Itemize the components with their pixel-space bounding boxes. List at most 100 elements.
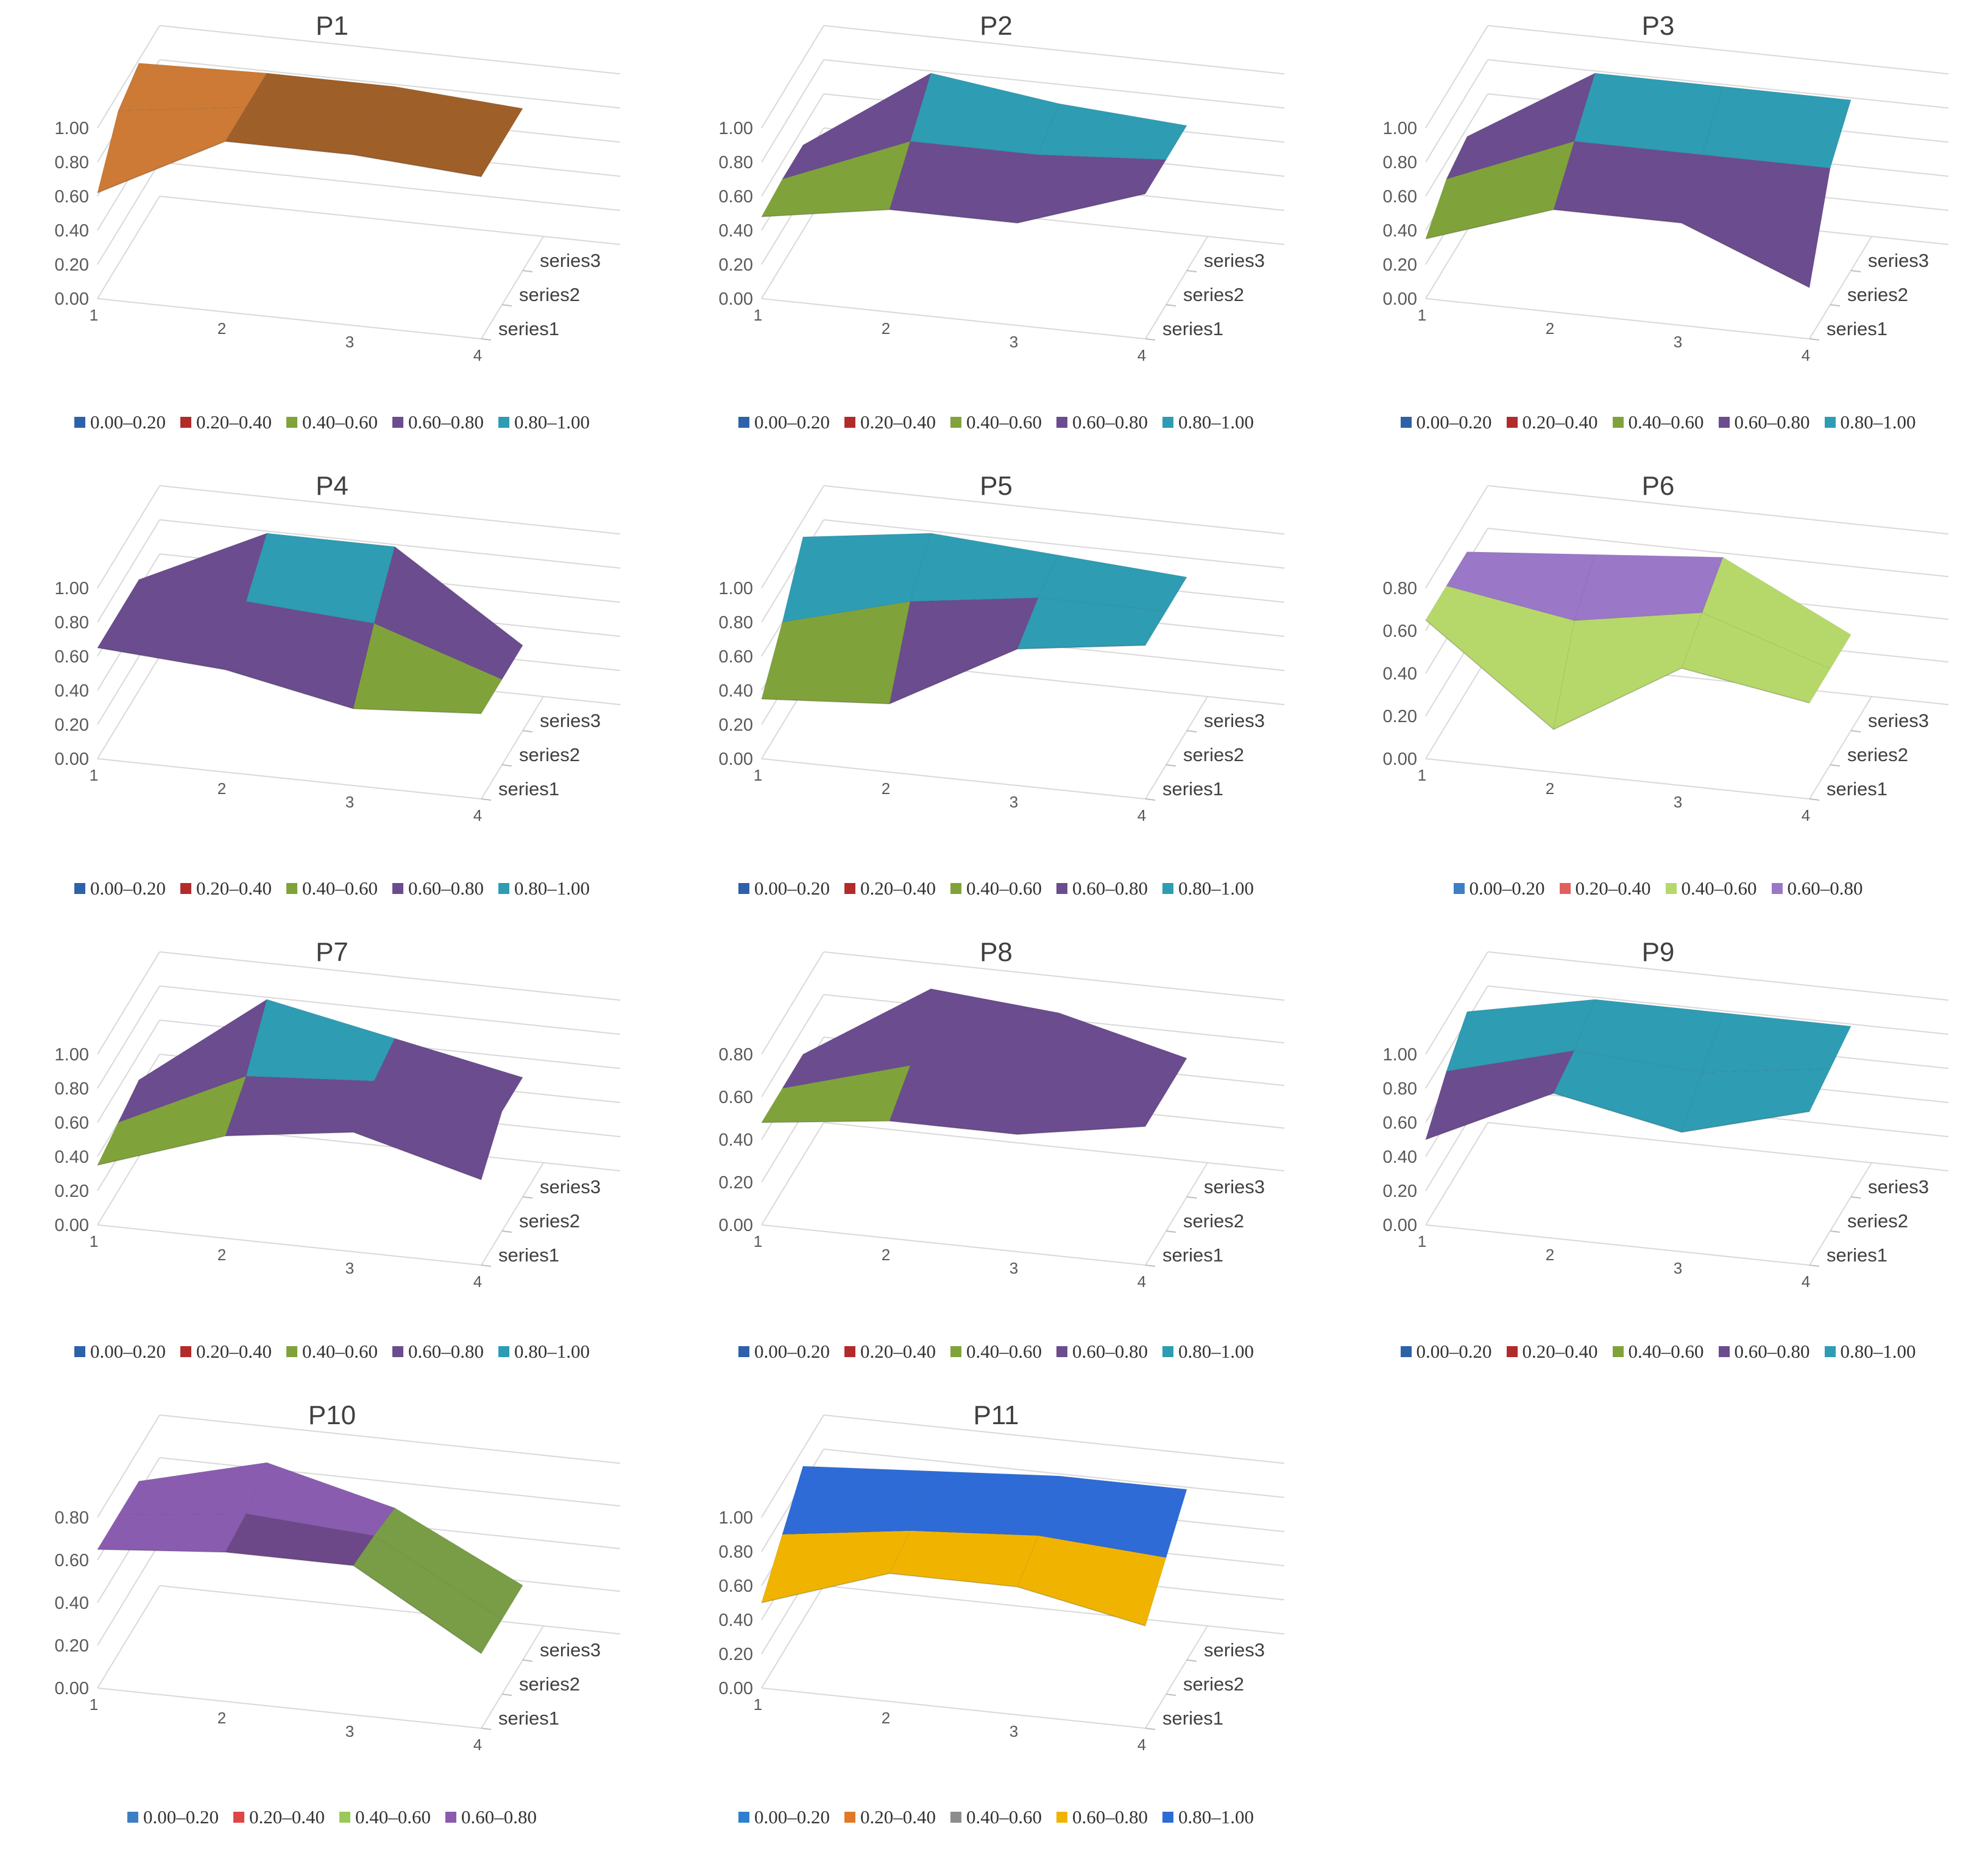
legend-item: 0.60–0.80: [1056, 1341, 1148, 1363]
depth-tick: [1145, 798, 1156, 801]
legend-item: 0.60–0.80: [1056, 878, 1148, 899]
chart-title: P6: [1641, 471, 1675, 501]
z-tick-label: 1.00: [55, 1045, 89, 1065]
gridline: [1425, 93, 1488, 197]
legend-label: 0.80–1.00: [1178, 411, 1254, 433]
legend-swatch: [339, 1812, 350, 1823]
surface-edge: [761, 1120, 890, 1123]
z-tick-label: 0.40: [55, 1594, 89, 1613]
legend-item: 0.40–0.60: [950, 411, 1042, 433]
surface-edge: [1017, 1126, 1146, 1135]
gridline: [823, 1449, 1285, 1499]
z-tick-label: 0.00: [719, 1216, 753, 1235]
x-tick-label: 2: [218, 1246, 226, 1264]
legend-label: 0.60–0.80: [1072, 878, 1148, 899]
legend: 0.00–0.20 0.20–0.40 0.40–0.60 0.60–0.80 0.80…: [1328, 411, 1988, 433]
surface-edge: [353, 708, 482, 714]
chart-title: P9: [1641, 937, 1675, 967]
z-tick-label: 1.00: [719, 579, 753, 598]
legend-label: 0.80–1.00: [1178, 1806, 1254, 1828]
z-tick-label: 0.20: [1383, 255, 1417, 275]
gridline: [1487, 985, 1949, 1035]
surface-edge: [1681, 222, 1810, 288]
z-tick-label: 0.20: [55, 255, 89, 275]
surface-facet: [353, 1535, 503, 1655]
surface-edge: [1017, 645, 1146, 650]
legend-label: 0.80–1.00: [1178, 878, 1254, 899]
legend-item: 0.40–0.60: [339, 1806, 431, 1828]
gridline: [823, 519, 1285, 569]
gridline: [1425, 1122, 1488, 1225]
chart-panel-p7: P7 0.00 0.20 0.40 0.60 0.80 1.00 1 2 3 4 series1 ser…: [0, 926, 664, 1389]
legend-swatch: [1453, 883, 1465, 894]
z-tick-label: 0.60: [1383, 622, 1417, 641]
legend-item: 0.20–0.40: [180, 1341, 272, 1363]
gridline: [159, 985, 621, 1035]
chart-title: P5: [980, 471, 1013, 501]
legend-label: 0.40–0.60: [966, 1341, 1042, 1362]
legend-label: 0.00–0.20: [90, 878, 166, 899]
depth-tick: [1186, 1196, 1197, 1199]
surface: [761, 988, 1187, 1135]
x-tick-label: 3: [1674, 1259, 1682, 1277]
x-tick-label: 2: [218, 1709, 226, 1727]
legend-swatch: [738, 883, 749, 894]
legend-item: 0.00–0.20: [74, 878, 166, 899]
x-tick-label: 4: [1802, 1272, 1810, 1291]
gridline: [1487, 25, 1949, 75]
z-tick-label: 0.60: [55, 647, 89, 667]
surface-edge: [761, 1573, 890, 1603]
gridline: [761, 1414, 824, 1518]
series-label: series3: [1204, 1639, 1265, 1661]
surface-edge: [1425, 619, 1554, 730]
surface: [1425, 73, 1852, 288]
z-tick-label: 0.60: [1383, 1113, 1417, 1133]
legend-label: 0.20–0.40: [1522, 1341, 1598, 1362]
legend-item: 0.00–0.20: [74, 411, 166, 433]
legend-swatch: [74, 1346, 85, 1357]
gridline: [159, 59, 621, 109]
surface-edge: [1553, 667, 1682, 730]
x-tick-label: 1: [90, 766, 98, 784]
legend-label: 0.80–1.00: [1178, 1341, 1254, 1362]
chart-panel-p1: P1 0.00 0.20 0.40 0.60 0.80 1.00 1 2 3 4 series1 ser…: [0, 0, 664, 460]
series-label: series3: [1868, 1176, 1929, 1197]
gridline: [159, 485, 621, 535]
depth-tick: [1850, 270, 1861, 272]
gridline: [97, 1414, 160, 1518]
chart-title: P10: [308, 1400, 356, 1430]
series-label: series1: [1162, 778, 1223, 800]
surface-plot: 0.00 0.20 0.40 0.60 0.80 1.00 1 2 3 4 series1 serie…: [719, 485, 1285, 825]
legend-item: 0.00–0.20: [127, 1806, 219, 1828]
surface-facet: [1574, 554, 1724, 622]
legend-swatch: [1056, 417, 1067, 428]
series-label: series3: [540, 1176, 601, 1197]
legend-label: 0.80–1.00: [514, 878, 590, 899]
legend: 0.00–0.20 0.20–0.40 0.40–0.60 0.60–0.80 0.80…: [1328, 1341, 1988, 1363]
gridline: [97, 25, 160, 129]
depth-tick: [501, 764, 512, 767]
legend-label: 0.20–0.40: [860, 1341, 936, 1362]
surface-facet: [373, 1507, 523, 1620]
legend-swatch: [1559, 883, 1571, 894]
x-tick-label: 4: [473, 1272, 482, 1291]
z-tick-label: 0.60: [55, 1113, 89, 1133]
surface-facet: [1017, 1057, 1167, 1135]
surface-plot: 0.00 0.20 0.40 0.60 0.80 1.00 1 2 3 4 series1 serie…: [55, 25, 621, 364]
series-label: series2: [519, 284, 580, 305]
legend-item: 0.80–1.00: [1162, 878, 1254, 899]
gridline: [97, 161, 160, 265]
legend-label: 0.60–0.80: [408, 878, 484, 899]
legend-item: 0.80–1.00: [1162, 1341, 1254, 1363]
depth-tick: [1830, 304, 1841, 307]
legend-item: 0.40–0.60: [950, 878, 1042, 899]
legend-label: 0.80–1.00: [1840, 411, 1916, 433]
chart-panel-p10: P10 0.00 0.20 0.40 0.60 0.80 1 2 3 4 series1 series…: [0, 1389, 664, 1855]
legend-item: 0.80–1.00: [1824, 1341, 1916, 1363]
gridline: [159, 1457, 621, 1507]
z-tick-label: 0.00: [55, 1679, 89, 1698]
legend-swatch: [1771, 883, 1783, 894]
legend-swatch: [738, 417, 749, 428]
legend-swatch: [950, 1812, 961, 1823]
legend-item: 0.80–1.00: [498, 878, 590, 899]
